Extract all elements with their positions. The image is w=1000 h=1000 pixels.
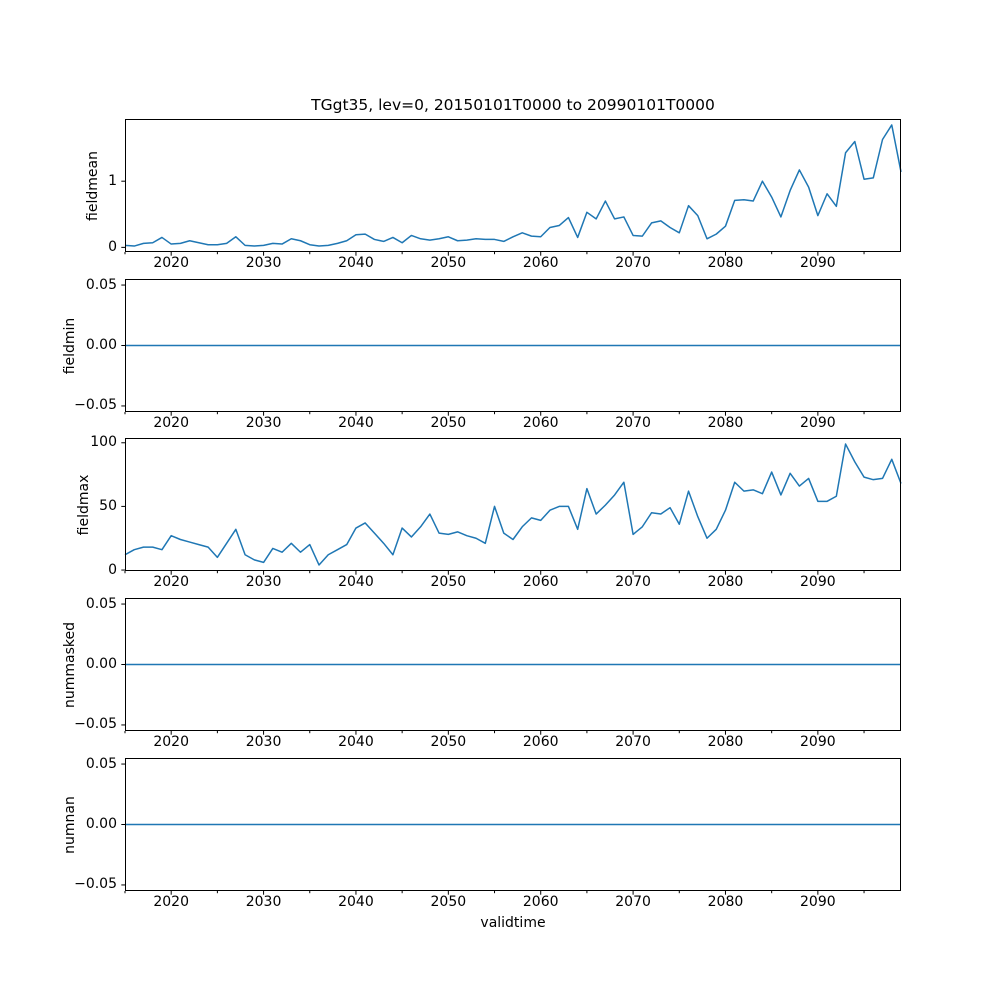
x-tick-label: 2070 bbox=[615, 734, 651, 750]
y-tick-label: 0.00 bbox=[85, 656, 117, 672]
x-tick-label: 2040 bbox=[338, 415, 374, 431]
x-tick-label: 2080 bbox=[707, 574, 744, 590]
series-line-fieldmax bbox=[124, 443, 902, 566]
x-tick-label: 2050 bbox=[430, 894, 467, 910]
x-axis-label: validtime bbox=[480, 915, 546, 931]
y-tick-label: −0.05 bbox=[74, 397, 117, 414]
y-tick-label: 0 bbox=[108, 238, 117, 255]
x-tick-label: 2040 bbox=[338, 255, 374, 271]
x-tick-label: 2070 bbox=[615, 574, 651, 590]
x-tick-label: 2050 bbox=[430, 734, 467, 750]
chart-title: TGgt35, lev=0, 20150101T0000 to 20990101… bbox=[311, 96, 715, 114]
fieldmean-plot-area bbox=[121, 119, 902, 256]
x-tick-label: 2030 bbox=[245, 894, 282, 910]
x-tick-label: 2090 bbox=[800, 255, 836, 271]
x-tick-label: 2030 bbox=[245, 574, 282, 590]
y-tick-label: 0.05 bbox=[85, 755, 117, 772]
x-tick-label: 2030 bbox=[245, 255, 282, 271]
x-tick-label: 2080 bbox=[707, 894, 744, 910]
axes-frame bbox=[125, 279, 901, 412]
nummasked-y-axis-label: nummasked bbox=[62, 621, 78, 708]
y-tick-label: 1 bbox=[108, 172, 117, 189]
subplot-fieldmean: fieldmean 2020 2030 2040 2050 2060 2070 2080 20… bbox=[85, 119, 902, 271]
x-tick-label: 2070 bbox=[615, 415, 651, 431]
x-tick-label: 2050 bbox=[430, 255, 467, 271]
x-tick-label: 2060 bbox=[522, 734, 559, 750]
x-tick-label: 2080 bbox=[707, 255, 744, 271]
x-tick-label: 2040 bbox=[338, 734, 374, 750]
y-tick-label: −0.05 bbox=[74, 716, 117, 733]
x-tick-label: 2020 bbox=[153, 255, 189, 271]
y-tick-label: 0.00 bbox=[85, 337, 117, 353]
subplot-numnan: numnan 2020 2030 2040 2050 2060 2070 2080 2090 −… bbox=[62, 756, 901, 910]
x-tick-label: 2070 bbox=[615, 255, 651, 271]
subplot-fieldmin: fieldmin 2020 2030 2040 2050 2060 2070 2080 209… bbox=[62, 277, 901, 431]
x-tick-label: 2080 bbox=[707, 734, 744, 750]
x-tick-label: 2080 bbox=[707, 415, 744, 431]
numnan-plot-area bbox=[121, 758, 901, 895]
x-tick-label: 2060 bbox=[522, 894, 559, 910]
x-tick-label: 2020 bbox=[153, 415, 189, 431]
x-tick-label: 2020 bbox=[153, 894, 189, 910]
x-tick-label: 2030 bbox=[245, 734, 282, 750]
numnan-y-axis-label: numnan bbox=[62, 795, 78, 854]
axes-frame bbox=[125, 119, 901, 252]
x-tick-label: 2090 bbox=[800, 415, 836, 431]
axes-frame bbox=[125, 758, 901, 891]
x-tick-label: 2050 bbox=[430, 574, 467, 590]
x-tick-label: 2090 bbox=[800, 574, 836, 590]
y-tick-label: 0.05 bbox=[85, 276, 117, 293]
x-tick-label: 2050 bbox=[430, 415, 467, 431]
x-tick-label: 2070 bbox=[615, 894, 651, 910]
fieldmax-y-axis-label: fieldmax bbox=[76, 474, 92, 535]
y-tick-label: 50 bbox=[99, 497, 117, 514]
x-tick-label: 2060 bbox=[522, 574, 559, 590]
x-tick-label: 2040 bbox=[338, 574, 374, 590]
x-tick-label: 2090 bbox=[800, 734, 836, 750]
x-tick-label: 2020 bbox=[153, 574, 189, 590]
x-tick-label: 2060 bbox=[522, 255, 559, 271]
series-line-fieldmean bbox=[124, 124, 902, 247]
fieldmean-y-axis-label: fieldmean bbox=[85, 150, 101, 221]
axes-frame bbox=[125, 438, 901, 571]
fieldmin-y-axis-label: fieldmin bbox=[62, 317, 78, 374]
fieldmax-plot-area bbox=[121, 438, 902, 575]
x-tick-label: 2040 bbox=[338, 894, 374, 910]
subplot-fieldmax: fieldmax 2020 2030 2040 2050 2060 2070 2080 209… bbox=[76, 435, 902, 590]
y-tick-label: 0 bbox=[108, 561, 117, 578]
x-tick-label: 2060 bbox=[522, 415, 559, 431]
y-tick-label: −0.05 bbox=[74, 876, 117, 893]
subplot-nummasked: nummasked 2020 2030 2040 2050 2060 2070 2080 20… bbox=[62, 596, 901, 750]
y-tick-label: 0.05 bbox=[85, 595, 117, 612]
nummasked-plot-area bbox=[121, 598, 901, 735]
y-tick-label: 0.00 bbox=[85, 816, 117, 832]
axes-frame bbox=[125, 598, 901, 731]
x-tick-label: 2020 bbox=[153, 734, 189, 750]
x-tick-label: 2090 bbox=[800, 894, 836, 910]
y-tick-label: 100 bbox=[90, 434, 117, 451]
x-tick-label: 2030 bbox=[245, 415, 282, 431]
fieldmin-plot-area bbox=[121, 279, 901, 416]
